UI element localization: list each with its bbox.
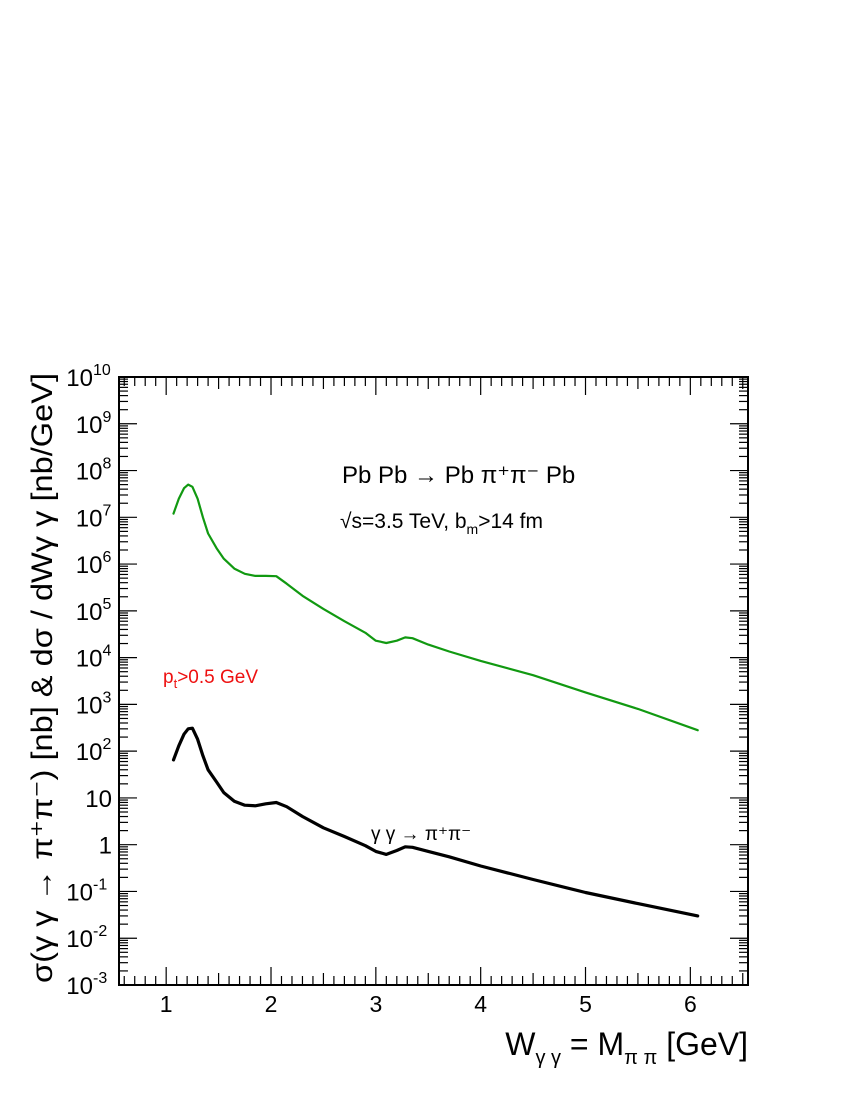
x-tick-label: 6 [684,991,697,1017]
y-tick-label: 105 [76,596,112,626]
y-tick-label: 107 [76,502,112,532]
x-tick-label: 4 [474,991,487,1017]
y-tick-labels: 10-3 10-2 10-1 1 10 102 103 104 105 106 107 108 109 1… [66,362,112,1000]
curves-layer [171,483,700,918]
axis-ticks [119,376,748,986]
y-tick-label: 108 [76,456,112,486]
pt-cut-label: pt>0.5 GeV [163,667,258,691]
y-tick-label: 10-3 [66,970,107,1000]
series-total-line [171,726,700,918]
x-tick-labels: 1 2 3 4 5 6 [160,991,697,1017]
y-tick-label: 10 [85,786,112,813]
y-tick-label: 106 [76,549,112,579]
x-tick-label: 2 [265,991,278,1017]
y-tick-label: 10-2 [66,923,107,953]
process-label: Pb Pb → Pb π⁺π⁻ Pb [342,462,575,489]
x-tick-label: 5 [579,991,592,1017]
y-tick-label: 109 [76,409,112,439]
y-tick-label: 103 [76,689,112,719]
y-tick-label: 1010 [66,362,111,392]
y-tick-label: 1 [99,833,112,860]
y-tick-label: 10-1 [66,876,107,906]
x-tick-label: 3 [369,991,382,1017]
plot-frame [118,376,749,986]
x-axis-title: Wγ γ = Mπ π [GeV] [505,1026,748,1069]
y-tick-label: 102 [76,736,112,766]
curve-label: γ γ → π⁺π⁻ [371,824,471,845]
x-tick-label: 1 [160,991,173,1017]
series-pt-cut-line [172,483,699,732]
y-axis-title: σ(γ γ → π⁺π⁻) [nb] & dσ / dWγ γ [nb/GeV] [26,373,59,983]
energy-label: √s=3.5 TeV, bm>14 fm [340,510,543,537]
y-tick-label: 104 [76,643,112,673]
